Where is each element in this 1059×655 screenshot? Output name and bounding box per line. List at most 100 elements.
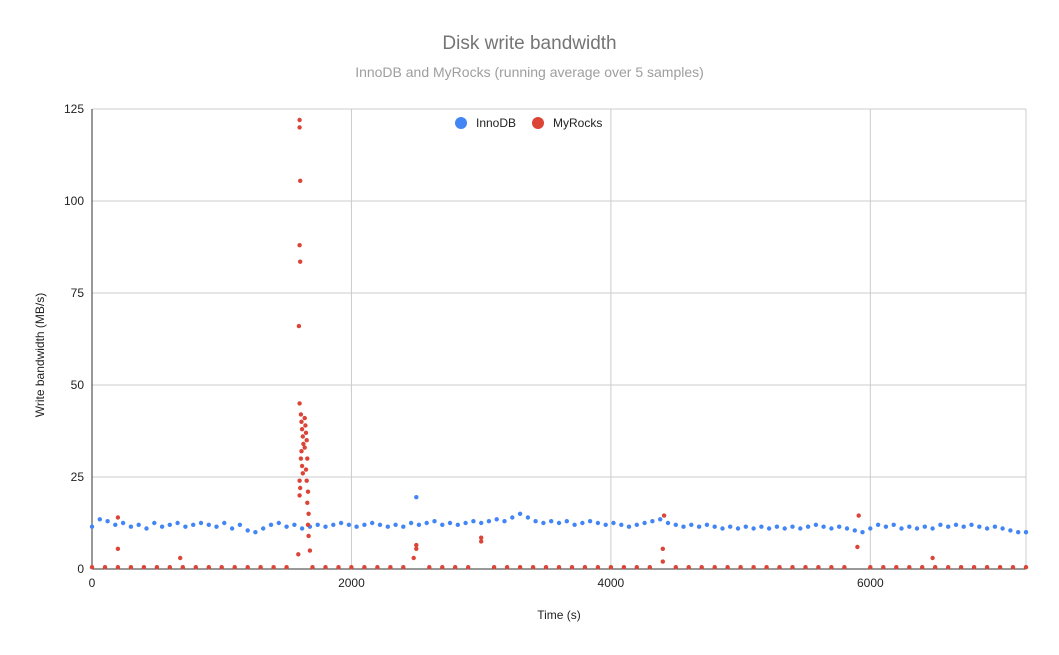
data-point-innodb — [556, 520, 562, 526]
data-point-innodb — [961, 524, 966, 529]
data-point-innodb — [89, 524, 95, 529]
data-point-myrocks — [303, 467, 309, 472]
axes — [91, 109, 1026, 570]
data-point-myrocks — [868, 565, 873, 570]
data-point-innodb — [891, 522, 896, 527]
data-point-innodb — [899, 526, 904, 531]
data-point-innodb — [704, 522, 710, 527]
data-point-myrocks — [673, 565, 678, 570]
data-point-myrocks — [298, 259, 303, 264]
data-point-myrocks — [336, 565, 341, 570]
data-point-myrocks — [178, 555, 183, 561]
data-point-myrocks — [323, 565, 328, 570]
data-point-myrocks — [167, 565, 172, 570]
data-point-innodb — [393, 522, 398, 527]
data-point-innodb — [159, 524, 165, 529]
data-point-innodb — [829, 526, 834, 531]
data-point-innodb — [564, 519, 569, 524]
data-point-innodb — [650, 519, 655, 524]
data-point-myrocks — [699, 565, 704, 570]
data-point-innodb — [821, 524, 826, 529]
data-point-myrocks — [946, 565, 951, 570]
data-point-innodb — [907, 524, 912, 529]
data-point-myrocks — [258, 565, 263, 570]
data-point-innodb — [315, 522, 320, 527]
data-point-myrocks — [608, 565, 614, 570]
data-point-myrocks — [297, 401, 302, 406]
data-point-innodb — [805, 524, 811, 529]
chart-subtitle: InnoDB and MyRocks (running average over… — [355, 64, 704, 80]
data-point-innodb — [191, 522, 196, 527]
data-point-myrocks — [401, 565, 406, 570]
data-point-innodb — [401, 524, 406, 529]
data-points — [89, 117, 1029, 570]
data-point-innodb — [299, 526, 305, 531]
data-point-myrocks — [298, 485, 303, 491]
data-point-myrocks — [504, 565, 510, 570]
data-point-myrocks — [569, 565, 575, 570]
data-point-innodb — [510, 515, 515, 520]
data-point-innodb — [471, 519, 476, 524]
data-point-myrocks — [298, 412, 304, 417]
data-point-innodb — [673, 522, 678, 527]
gridlines — [92, 108, 1027, 569]
data-point-innodb — [424, 520, 429, 526]
data-point-myrocks — [530, 565, 536, 570]
data-point-myrocks — [907, 565, 912, 570]
data-point-myrocks — [661, 513, 667, 518]
data-point-innodb — [517, 511, 523, 516]
data-point-innodb — [414, 495, 419, 500]
data-point-innodb — [1023, 530, 1029, 535]
data-point-myrocks — [856, 513, 861, 518]
data-point-myrocks — [621, 565, 627, 570]
data-point-myrocks — [310, 565, 315, 570]
data-point-myrocks — [300, 434, 305, 439]
data-point-myrocks — [297, 117, 302, 123]
data-point-myrocks — [302, 415, 307, 421]
data-point-innodb — [549, 519, 554, 524]
data-point-myrocks — [102, 565, 108, 570]
data-point-innodb — [214, 524, 219, 529]
data-point-innodb — [587, 519, 593, 524]
data-point-innodb — [354, 524, 359, 529]
data-point-innodb — [447, 520, 453, 526]
data-point-innodb — [930, 526, 935, 531]
data-point-myrocks — [414, 542, 419, 548]
data-point-myrocks — [232, 565, 237, 570]
data-point-innodb — [658, 517, 663, 522]
data-point-myrocks — [1023, 565, 1029, 570]
data-point-innodb — [852, 528, 857, 533]
data-point-myrocks — [971, 565, 977, 570]
data-point-myrocks — [305, 489, 311, 494]
data-point-myrocks — [128, 565, 134, 570]
data-point-innodb — [362, 522, 367, 527]
y-tick-label: 50 — [71, 378, 85, 392]
data-point-innodb — [696, 524, 702, 529]
data-point-myrocks — [712, 565, 717, 570]
x-axis-title: Time (s) — [537, 608, 581, 622]
tick-labels: 0 25 50 75 100 125 0 2000 4000 6000 — [64, 102, 884, 590]
data-point-innodb — [969, 522, 974, 527]
data-point-myrocks — [299, 449, 304, 454]
data-point-innodb — [183, 524, 188, 529]
data-point-innodb — [541, 520, 546, 526]
data-point-innodb — [525, 515, 531, 520]
data-point-innodb — [338, 520, 344, 526]
data-point-myrocks — [479, 535, 484, 540]
data-point-myrocks — [305, 456, 310, 461]
data-point-innodb — [603, 522, 608, 527]
data-point-myrocks — [375, 565, 380, 570]
data-point-innodb — [167, 522, 172, 527]
series-innodb — [89, 495, 1029, 535]
series-myrocks — [89, 117, 1029, 570]
data-point-myrocks — [930, 555, 935, 561]
data-point-myrocks — [738, 565, 743, 570]
data-point-innodb — [385, 524, 390, 529]
data-point-myrocks — [790, 565, 795, 570]
data-point-innodb — [377, 522, 383, 527]
x-tick-label: 2000 — [338, 576, 365, 590]
data-point-myrocks — [491, 565, 497, 570]
chart-title: Disk write bandwidth — [442, 33, 617, 54]
y-tick-label: 125 — [64, 102, 84, 116]
data-point-myrocks — [647, 565, 652, 570]
